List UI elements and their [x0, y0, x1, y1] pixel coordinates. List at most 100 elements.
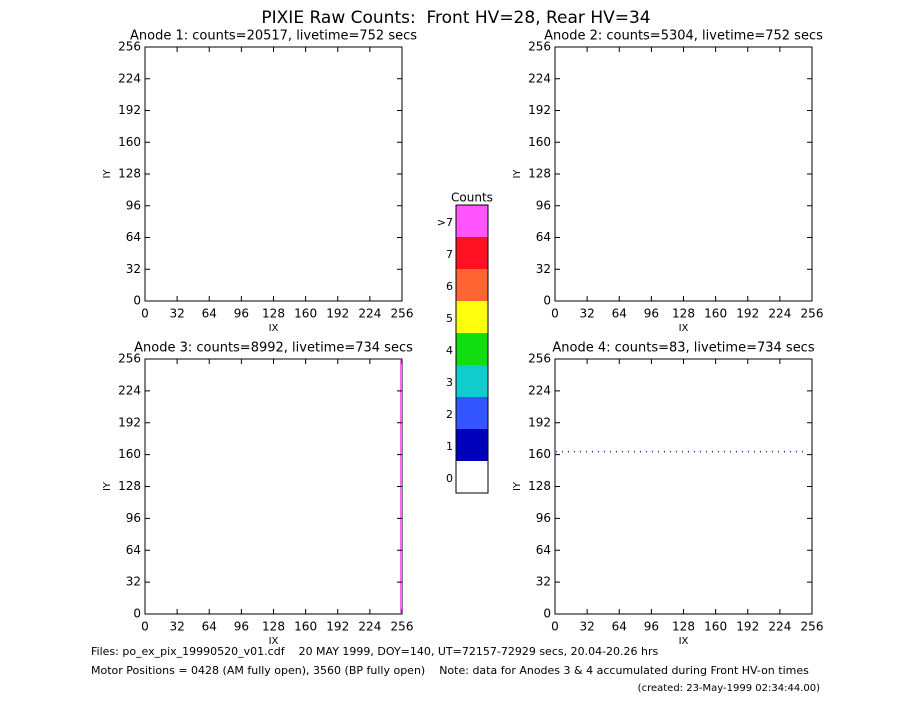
x-tick-label: 224 — [768, 307, 791, 321]
x-tick-label: 224 — [358, 307, 381, 321]
plot-frame — [554, 46, 813, 302]
footer-motor: Motor Positions = 0428 (AM fully open), … — [91, 664, 809, 677]
colorbar-frame — [455, 204, 489, 494]
page-title: PIXIE Raw Counts: Front HV=28, Rear HV=3… — [261, 8, 650, 28]
y-tick-label: 224 — [528, 71, 551, 85]
y-tick-label: 128 — [528, 479, 551, 493]
colorbar-label: 4 — [446, 344, 453, 357]
x-tick-label: 128 — [262, 620, 285, 634]
y-tick-label: 256 — [118, 352, 141, 366]
panel-title: Anode 4: counts=83, livetime=734 secs — [552, 341, 814, 356]
y-tick-label: 192 — [118, 103, 141, 117]
y-tick-label: 160 — [118, 447, 141, 461]
y-tick-label: 96 — [126, 198, 141, 212]
x-tick-label: 192 — [736, 307, 759, 321]
x-axis-label: IX — [679, 636, 689, 647]
colorbar-cell — [456, 365, 488, 397]
x-tick-label: 128 — [672, 307, 695, 321]
x-tick-label: 192 — [326, 307, 349, 321]
x-tick-label: 64 — [202, 307, 217, 321]
x-tick-label: 0 — [551, 307, 559, 321]
y-tick-label: 160 — [528, 135, 551, 149]
x-tick-label: 32 — [579, 307, 594, 321]
x-tick-label: 256 — [801, 307, 824, 321]
x-tick-label: 256 — [391, 307, 414, 321]
colorbar-label: 2 — [446, 408, 453, 421]
x-tick-label: 224 — [768, 620, 791, 634]
plot-frame — [554, 358, 813, 615]
y-tick-label: 32 — [536, 575, 551, 589]
x-tick-label: 160 — [704, 307, 727, 321]
colorbar-title: Counts — [451, 191, 493, 205]
colorbar-label: 7 — [446, 248, 453, 261]
y-tick-label: 160 — [118, 135, 141, 149]
panel-title: Anode 1: counts=20517, livetime=752 secs — [130, 29, 417, 44]
footer-files: Files: po_ex_pix_19990520_v01.cdf 20 MAY… — [91, 645, 659, 658]
y-tick-label: 224 — [118, 383, 141, 397]
colorbar-cell — [456, 429, 488, 461]
y-tick-label: 0 — [543, 294, 551, 308]
y-tick-label: 96 — [536, 511, 551, 525]
colorbar-label: 1 — [446, 440, 453, 453]
y-tick-label: 256 — [118, 40, 141, 54]
colorbar-label: >7 — [437, 216, 453, 229]
y-tick-label: 0 — [133, 607, 141, 621]
colorbar-label: 0 — [446, 472, 453, 485]
colorbar-cell — [456, 333, 488, 365]
colorbar-label: 3 — [446, 376, 453, 389]
panel-title: Anode 2: counts=5304, livetime=752 secs — [544, 29, 823, 44]
y-tick-label: 192 — [528, 103, 551, 117]
y-tick-label: 224 — [528, 383, 551, 397]
x-tick-label: 32 — [169, 620, 184, 634]
y-tick-label: 128 — [118, 479, 141, 493]
colorbar-label: 6 — [446, 280, 453, 293]
x-tick-label: 192 — [736, 620, 759, 634]
y-tick-label: 64 — [536, 543, 551, 557]
y-tick-label: 96 — [126, 511, 141, 525]
x-tick-label: 96 — [644, 620, 659, 634]
x-tick-label: 192 — [326, 620, 349, 634]
x-axis-label: IX — [679, 323, 689, 334]
x-tick-label: 128 — [672, 620, 695, 634]
colorbar-cell — [456, 205, 488, 237]
x-tick-label: 96 — [644, 307, 659, 321]
x-tick-label: 0 — [551, 620, 559, 634]
footer-created: (created: 23-May-1999 02:34:44.00) — [638, 683, 820, 694]
colorbar-cell — [456, 301, 488, 333]
y-tick-label: 256 — [528, 40, 551, 54]
x-tick-label: 160 — [704, 620, 727, 634]
y-tick-label: 0 — [133, 294, 141, 308]
y-tick-label: 64 — [126, 230, 141, 244]
x-tick-label: 32 — [579, 620, 594, 634]
colorbar-cell — [456, 397, 488, 429]
x-tick-label: 64 — [612, 620, 627, 634]
y-axis-label: IY — [512, 169, 523, 179]
panel-title: Anode 3: counts=8992, livetime=734 secs — [134, 341, 413, 356]
plot-frame — [144, 46, 403, 302]
y-tick-label: 224 — [118, 71, 141, 85]
y-axis-label: IY — [512, 481, 523, 491]
y-axis-label: IY — [102, 169, 113, 179]
plot-frame — [144, 358, 403, 615]
x-tick-label: 128 — [262, 307, 285, 321]
y-tick-label: 128 — [118, 167, 141, 181]
x-tick-label: 96 — [234, 307, 249, 321]
y-tick-label: 96 — [536, 198, 551, 212]
y-axis-label: IY — [102, 481, 113, 491]
x-tick-label: 160 — [294, 620, 317, 634]
x-tick-label: 256 — [801, 620, 824, 634]
x-tick-label: 96 — [234, 620, 249, 634]
x-tick-label: 64 — [612, 307, 627, 321]
x-tick-label: 32 — [169, 307, 184, 321]
x-tick-label: 224 — [358, 620, 381, 634]
y-tick-label: 160 — [528, 447, 551, 461]
x-tick-label: 0 — [141, 620, 149, 634]
y-tick-label: 256 — [528, 352, 551, 366]
colorbar-label: 5 — [446, 312, 453, 325]
y-tick-label: 64 — [126, 543, 141, 557]
colorbar-cell — [456, 269, 488, 301]
y-tick-label: 0 — [543, 607, 551, 621]
x-tick-label: 160 — [294, 307, 317, 321]
y-tick-label: 192 — [528, 415, 551, 429]
